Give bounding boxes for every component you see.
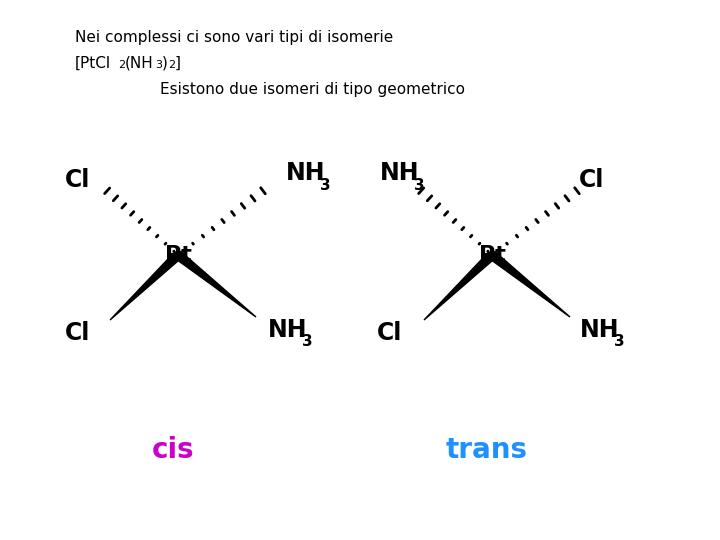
Text: 2: 2 [168, 60, 175, 70]
Text: cis: cis [152, 436, 194, 464]
Text: NH: NH [268, 318, 307, 342]
Text: NH: NH [380, 161, 420, 185]
Text: Esistono due isomeri di tipo geometrico: Esistono due isomeri di tipo geometrico [160, 82, 465, 97]
Text: NH: NH [286, 161, 325, 185]
Polygon shape [489, 252, 570, 317]
Text: 3: 3 [302, 334, 312, 349]
Text: 3: 3 [414, 178, 425, 192]
Text: Nei complessi ci sono vari tipi di isomerie: Nei complessi ci sono vari tipi di isome… [75, 30, 393, 45]
Text: (NH: (NH [125, 56, 154, 71]
Text: Cl: Cl [66, 168, 91, 192]
Polygon shape [424, 252, 495, 320]
Text: 3: 3 [155, 60, 162, 70]
Text: 2: 2 [118, 60, 125, 70]
Text: ): ) [162, 56, 168, 71]
Text: Pt: Pt [479, 245, 505, 265]
Polygon shape [110, 252, 181, 320]
Text: [PtCl: [PtCl [75, 56, 111, 71]
Text: 3: 3 [614, 334, 625, 349]
Text: trans: trans [446, 436, 528, 464]
Text: ]: ] [175, 56, 181, 71]
Text: Cl: Cl [66, 321, 91, 345]
Text: Pt: Pt [165, 245, 192, 265]
Polygon shape [175, 252, 256, 317]
Text: Cl: Cl [580, 168, 605, 192]
Text: 3: 3 [320, 178, 330, 192]
Text: Cl: Cl [377, 321, 402, 345]
Text: NH: NH [580, 318, 619, 342]
